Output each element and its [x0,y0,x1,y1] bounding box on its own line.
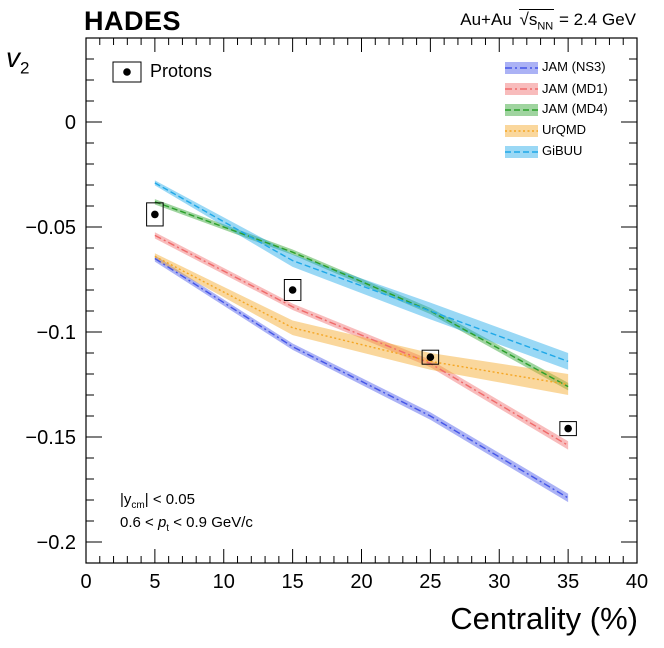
x-tick-label: 5 [149,571,160,593]
legend-label-gibuu: GiBUU [542,143,583,158]
y-axis-label: v2 [6,42,29,79]
sqrt-s-nn: √sNN [518,9,555,33]
system-name: Au+Au [460,10,512,29]
legend-swatch-jam-md4 [505,104,538,116]
energy-subscript: NN [537,20,554,33]
legend-label-jam-md4: JAM (MD4) [542,101,608,116]
plot-frame [85,37,638,564]
legend-swatch-gibuu [505,146,538,158]
x-tick-label: 10 [213,571,235,593]
data-point-15 [288,286,297,294]
rapidity-cut-sub: cm [131,500,145,511]
y-tick-label: −0.1 [37,322,76,344]
rapidity-cut: |ycm| < 0.05 [120,491,195,511]
y-axis-subscript: 2 [20,58,30,78]
legend-label-jam-md1: JAM (MD1) [542,81,608,96]
pt-cut-left: 0.6 < [120,514,158,531]
line-jam-ns3 [154,257,569,499]
sys-box-25 [421,349,440,365]
y-axis-symbol: v [6,42,20,73]
x-axis-label: Centrality (%) [450,601,638,636]
y-tick-label: −0.15 [25,427,76,449]
legend-protons-label: Protons [150,61,213,81]
x-tick-label: 0 [80,571,91,593]
experiment-label: HADES [84,6,182,36]
y-tick-label: −0.05 [25,217,76,239]
band-jam-md4 [154,199,569,391]
band-jam-md1 [154,232,569,450]
collision-system-label: Au+Au √sNN = 2.4 GeV [460,9,636,32]
data-point-35 [564,424,572,433]
band-jam-ns3 [154,255,569,503]
x-tick-label: 15 [282,571,304,593]
legend-swatch-urqmd [505,125,538,137]
data-point-5 [151,210,159,219]
line-gibuu [154,182,569,363]
line-urqmd [154,255,569,386]
pt-cut-sub: t [166,523,170,534]
x-tick-label: 35 [557,571,579,593]
rapidity-cut-left: |y [120,491,132,508]
x-tick-label: 20 [350,571,372,593]
pt-cut-var: p [157,514,167,531]
legend-label-urqmd: UrQMD [542,122,587,137]
proton-data-points [146,202,577,437]
sys-box-15 [283,279,302,301]
rapidity-cut-right: | < 0.05 [144,491,195,508]
x-tick-label: 40 [626,571,648,593]
line-jam-md1 [154,234,569,447]
energy-symbol: s [528,10,538,29]
energy-value: = 2.4 GeV [554,10,636,29]
model-bands [154,180,569,503]
pt-cut-right: < 0.9 GeV/c [169,514,253,531]
axes-frame [85,37,638,564]
sys-box-5 [146,202,164,227]
sys-box-35 [559,421,577,437]
legend-protons-marker [123,68,131,76]
model-lines [154,182,569,499]
pt-cut: 0.6 < pt < 0.9 GeV/c [120,514,253,534]
legend [112,61,538,158]
y-tick-label: 0 [65,112,76,134]
legend-label-jam-ns3: JAM (NS3) [542,59,606,74]
x-tick-label: 30 [488,571,510,593]
band-gibuu [154,180,569,370]
data-point-25 [426,353,435,362]
line-jam-md4 [154,201,569,388]
legend-protons-box [112,61,142,83]
y-tick-label: −0.2 [37,532,76,554]
tick-labels: 0 5 10 15 20 25 30 35 40 0 −0.05 −0.1 −0.15 −0.2 [25,112,648,593]
band-urqmd [154,253,569,395]
x-tick-label: 25 [419,571,441,593]
